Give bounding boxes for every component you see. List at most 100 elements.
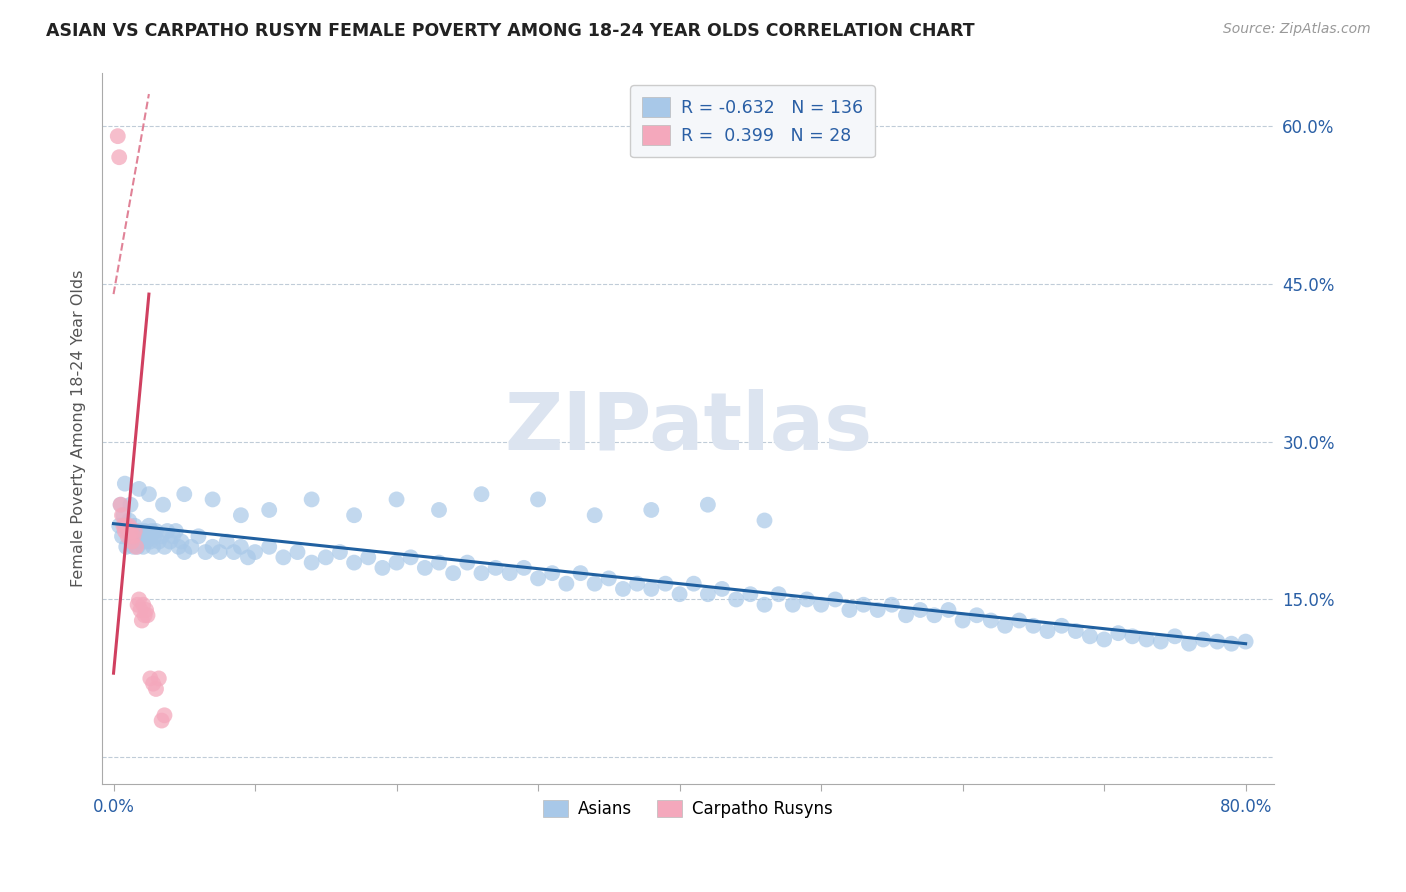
- Point: [108, 150, 131, 164]
- Point: [668, 587, 690, 601]
- Point: [229, 540, 252, 554]
- Point: [343, 508, 366, 523]
- Point: [1192, 632, 1215, 647]
- Point: [148, 672, 170, 686]
- Point: [150, 529, 173, 543]
- Point: [427, 556, 450, 570]
- Point: [257, 540, 280, 554]
- Point: [782, 598, 804, 612]
- Point: [120, 498, 142, 512]
- Point: [810, 598, 832, 612]
- Point: [385, 492, 408, 507]
- Point: [654, 576, 676, 591]
- Point: [142, 676, 165, 690]
- Point: [470, 566, 492, 581]
- Point: [1135, 632, 1157, 647]
- Point: [696, 587, 718, 601]
- Point: [583, 576, 606, 591]
- Point: [257, 503, 280, 517]
- Point: [136, 608, 159, 623]
- Point: [838, 603, 860, 617]
- Point: [754, 514, 776, 528]
- Point: [187, 529, 209, 543]
- Point: [1022, 619, 1045, 633]
- Point: [117, 524, 139, 538]
- Point: [124, 524, 146, 538]
- Point: [131, 529, 153, 543]
- Point: [513, 561, 536, 575]
- Point: [134, 608, 156, 623]
- Point: [938, 603, 960, 617]
- Point: [1050, 619, 1073, 633]
- Point: [229, 508, 252, 523]
- Point: [180, 540, 202, 554]
- Point: [153, 708, 176, 723]
- Y-axis label: Female Poverty Among 18-24 Year Olds: Female Poverty Among 18-24 Year Olds: [72, 269, 86, 587]
- Point: [1092, 632, 1115, 647]
- Point: [329, 545, 352, 559]
- Point: [499, 566, 522, 581]
- Point: [120, 534, 142, 549]
- Point: [110, 498, 132, 512]
- Point: [980, 614, 1002, 628]
- Point: [626, 576, 648, 591]
- Point: [696, 498, 718, 512]
- Point: [145, 681, 167, 696]
- Point: [111, 508, 134, 523]
- Point: [768, 587, 790, 601]
- Point: [128, 482, 150, 496]
- Point: [139, 672, 162, 686]
- Point: [134, 524, 156, 538]
- Point: [167, 540, 190, 554]
- Point: [139, 534, 162, 549]
- Point: [107, 129, 129, 144]
- Point: [894, 608, 917, 623]
- Point: [136, 529, 159, 543]
- Point: [1150, 634, 1173, 648]
- Point: [243, 545, 266, 559]
- Point: [114, 518, 136, 533]
- Point: [117, 529, 139, 543]
- Point: [1107, 626, 1129, 640]
- Point: [711, 582, 734, 596]
- Point: [121, 534, 143, 549]
- Point: [118, 518, 141, 533]
- Text: Source: ZipAtlas.com: Source: ZipAtlas.com: [1223, 22, 1371, 37]
- Point: [173, 487, 195, 501]
- Point: [131, 614, 153, 628]
- Point: [110, 498, 132, 512]
- Point: [1220, 637, 1243, 651]
- Point: [908, 603, 931, 617]
- Point: [135, 603, 157, 617]
- Point: [640, 503, 662, 517]
- Point: [1164, 629, 1187, 643]
- Point: [1008, 614, 1031, 628]
- Point: [114, 476, 136, 491]
- Point: [215, 534, 238, 549]
- Point: [852, 598, 875, 612]
- Point: [612, 582, 634, 596]
- Point: [273, 550, 295, 565]
- Point: [527, 571, 550, 585]
- Point: [640, 582, 662, 596]
- Point: [555, 576, 578, 591]
- Point: [135, 534, 157, 549]
- Point: [156, 524, 179, 538]
- Point: [371, 561, 394, 575]
- Point: [952, 614, 974, 628]
- Point: [127, 540, 149, 554]
- Point: [125, 529, 148, 543]
- Point: [138, 518, 160, 533]
- Point: [208, 545, 231, 559]
- Point: [138, 487, 160, 501]
- Point: [122, 540, 145, 554]
- Point: [152, 498, 174, 512]
- Point: [173, 545, 195, 559]
- Point: [132, 598, 155, 612]
- Point: [484, 561, 506, 575]
- Point: [343, 556, 366, 570]
- Point: [115, 540, 138, 554]
- Point: [1078, 629, 1101, 643]
- Point: [754, 598, 776, 612]
- Point: [527, 492, 550, 507]
